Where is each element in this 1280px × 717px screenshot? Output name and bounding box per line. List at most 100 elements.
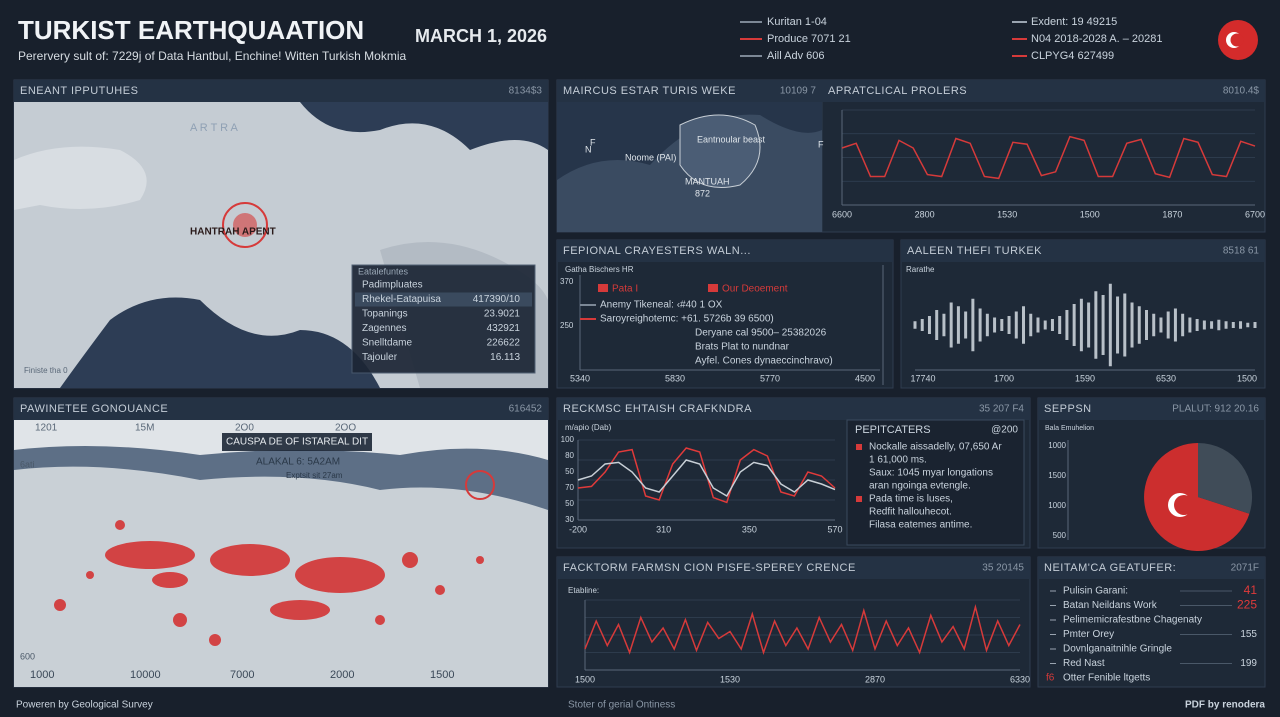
panel-code: 8010.4$	[1223, 86, 1260, 97]
panel-code: PLALUT: 912 20.16	[1172, 404, 1259, 415]
legend-item: Aill Adv 606	[767, 50, 824, 62]
table-cell: 16.113	[490, 352, 520, 363]
panel-title: AALEEN THEFI TURKEK	[907, 245, 1042, 257]
list-value: 155	[1240, 629, 1257, 640]
panel-title: FACKTORM FARMSN CION PISFE-SPEREY CRENCE	[563, 562, 856, 574]
legend-item: Exdent: 19 49215	[1031, 16, 1117, 28]
map-callout: Exptsit sit 27am	[286, 471, 343, 480]
x-tick-label: 6600	[832, 209, 852, 219]
legend-item: Kuritan 1-04	[767, 16, 827, 28]
data-line	[577, 459, 836, 498]
box-title: PEPITCATERS	[855, 424, 931, 436]
y-tick-label: 500	[1053, 531, 1067, 540]
text-row: Deryane cal 9500– 25382026	[695, 328, 827, 339]
x-tick-label: 1590	[1075, 373, 1095, 383]
x-tick-label: 1530	[720, 674, 740, 684]
list-value: 41	[1244, 583, 1258, 597]
axis-label: m/apio (Dab)	[565, 423, 612, 432]
chart-subtitle: Bala Emuhelion	[1045, 425, 1094, 432]
subtitle: Perervery sult of: 7229j of Data Hantbul…	[18, 49, 406, 63]
overview-map	[14, 102, 548, 388]
list-item: Pelimemicrafestbne Chagenaty	[1063, 615, 1202, 626]
x-tick-label: 1500	[1080, 209, 1100, 219]
x-tick-label: 350	[742, 524, 757, 534]
data-line	[841, 135, 1256, 180]
box-line: Filasa eatemes antime.	[869, 520, 972, 531]
list-item: Red Nast	[1063, 658, 1105, 669]
y-tick-label: 50	[565, 499, 574, 508]
map-callout: CAUSPA DE OF ISTAREAL DIT	[226, 437, 368, 448]
item-marker: f6	[1046, 673, 1055, 684]
x-tick-label: 4500	[855, 373, 875, 383]
x-tick-label: 6330	[1010, 674, 1030, 684]
footer-text: PDF by renodera	[1185, 700, 1265, 711]
box-line: Redfit hallouhecot.	[869, 507, 952, 518]
y-tick-label: 80	[565, 451, 574, 460]
panel-title: APRATCLICAL PROLERS	[828, 85, 967, 97]
chart-subtitle: Gatha Bischers HR	[565, 265, 634, 274]
panel-code: 616452	[509, 404, 543, 415]
table-cell: 23.9021	[484, 309, 521, 320]
box-line: aran ngoinga evtengle.	[869, 481, 971, 492]
x-tick-label: 570	[827, 524, 842, 534]
x-tick-label: 17740	[910, 373, 935, 383]
panel-title: FEPIONAL CRAYESTERS WALN...	[563, 245, 751, 257]
legend-item: Produce 7071 21	[767, 33, 851, 45]
list-item: Pulisin Garani:	[1063, 586, 1128, 597]
x-tick-label: 5830	[665, 373, 685, 383]
pie-slice	[1144, 443, 1250, 551]
chart-subtitle: Rarathe	[906, 265, 935, 274]
text-row: Anemy Tikeneal: ‹#40 1 OX	[600, 300, 723, 311]
map-label: Noome (PAI)	[625, 152, 676, 162]
legend-swatch	[598, 284, 608, 292]
box-line: Nockalle aissadelly, 07,650 Ar	[869, 442, 1002, 453]
box-line: Pada time is luses,	[869, 494, 953, 505]
legend-item: Pata I	[612, 284, 638, 295]
map-label: F	[590, 137, 596, 147]
x-tick-label: 5340	[570, 373, 590, 383]
footer-text: Poweren by Geological Survey	[16, 700, 153, 711]
box-line: Saux: 1045 myar longations	[869, 468, 993, 479]
panel-code: 35 207 F4	[979, 404, 1024, 415]
table-cell: Rhekel-Eatapuisa	[362, 294, 441, 305]
map-label: 2O0	[235, 423, 254, 434]
panel-title: PAWINETEE GONOUANCE	[20, 403, 168, 415]
legend-swatch	[708, 284, 718, 292]
x-tick-label: 6700	[1245, 209, 1265, 219]
map-label: 6ati	[20, 459, 35, 469]
x-tick-label: -200	[569, 524, 587, 534]
map-callout: ALAKAL 6: 5A2AM	[256, 457, 340, 468]
y-tick-label: 1000	[1048, 501, 1066, 510]
x-tick-label: 1870	[1162, 209, 1182, 219]
x-tick-label: 1500	[575, 674, 595, 684]
map-label: MANTUAH	[685, 176, 730, 186]
map-label: F	[818, 139, 824, 149]
map-label: N	[585, 144, 592, 154]
chart-subtitle: Etabline:	[568, 586, 599, 595]
map-label: 10000	[130, 669, 161, 681]
legend-item: CLPYG4 627499	[1031, 50, 1114, 62]
x-tick-label: 6530	[1156, 373, 1176, 383]
x-tick-label: 5770	[760, 373, 780, 383]
pie-slice	[1198, 442, 1253, 514]
bullet	[856, 496, 862, 502]
table-cell: Snelltdame	[362, 338, 412, 349]
map-label: 1500	[430, 669, 454, 681]
table-cell: 226622	[487, 338, 521, 349]
x-tick-label: 1500	[1237, 373, 1257, 383]
region-map	[557, 102, 822, 232]
footer-text: Stoter of gerial Ontiness	[568, 700, 675, 711]
crescent	[1174, 495, 1194, 515]
table-cell: Zagennes	[362, 323, 406, 334]
panel-title: SEPPSN	[1044, 403, 1092, 415]
table-header: Eatalefuntes	[358, 266, 409, 276]
x-tick-label: 2800	[915, 209, 935, 219]
y-tick-label: 30	[565, 515, 574, 524]
map-label: 1201	[35, 423, 58, 434]
x-tick-label: 310	[656, 524, 671, 534]
panel-title: MAIRCUS ESTAR TURIS WEKE	[563, 85, 736, 97]
map-label: 2OO	[335, 423, 356, 434]
panel-title: RECKMSC EHTAISH CRAFKNDRA	[563, 403, 752, 415]
y-tick-label: 100	[561, 435, 575, 444]
